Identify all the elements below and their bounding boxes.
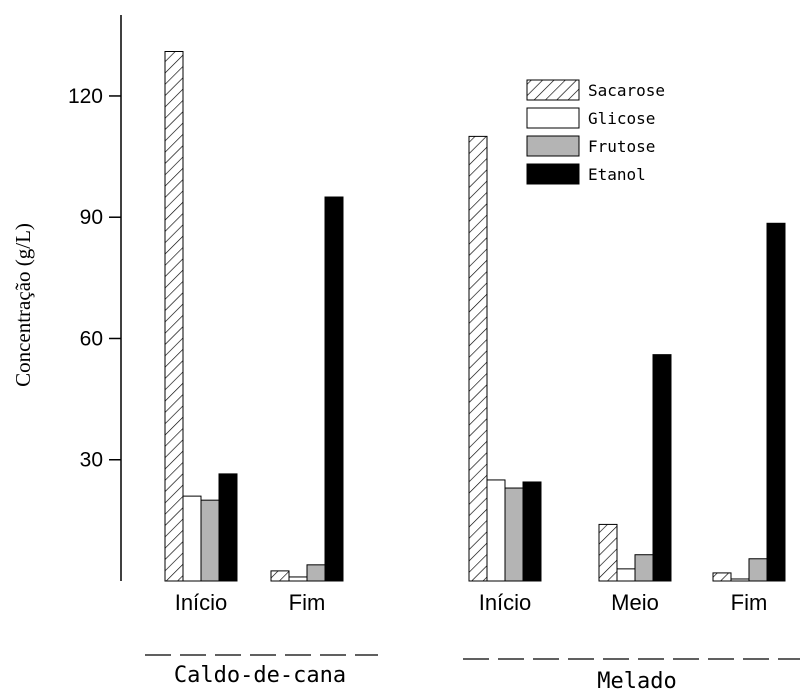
bar-etanol-3 [652,354,672,582]
group-label-0: Caldo-de-cana [174,663,346,688]
legend-swatch-sacarose [526,79,580,101]
bar-frutose-3 [634,554,654,582]
bar-sacarose-1 [270,570,290,582]
bar-etanol-4 [766,222,786,582]
category-label-2: Início [479,590,532,615]
bar-etanol-1 [324,196,344,582]
legend-swatch-frutose [526,135,580,157]
legend-swatch-etanol [526,163,580,185]
bar-glicose-2 [486,479,506,582]
legend-swatch-glicose [526,107,580,129]
y-axis-label: Concentração (g/L) [11,223,35,387]
legend: Sacarose Glicose Frutose Etanol [526,79,665,185]
bar-sacarose-3 [598,523,618,582]
bar-frutose-4 [748,558,768,582]
category-label-0: Início [175,590,228,615]
category-labels: Início Fim Início Meio Fim [175,590,768,615]
bar-frutose-2 [504,487,524,582]
bar-etanol-2 [522,481,542,582]
legend-label-frutose: Frutose [588,137,655,156]
group-labels: Caldo-de-cana Melado [145,654,800,694]
category-label-4: Fim [731,590,768,615]
bar-glicose-3 [616,568,636,582]
legend-label-etanol: Etanol [588,165,646,184]
bars [164,50,786,582]
bar-sacarose-0 [164,50,184,582]
category-label-3: Meio [611,590,659,615]
bar-etanol-0 [218,473,238,582]
bar-glicose-0 [182,495,202,582]
bar-sacarose-2 [468,135,488,582]
y-tick-label-1: 60 [80,327,103,350]
y-tick-label-2: 90 [80,206,103,229]
y-axis-ticks: 30 60 90 120 [68,85,121,472]
y-tick-label-0: 30 [80,449,103,472]
group-label-1: Melado [597,669,676,694]
category-label-1: Fim [289,590,326,615]
bar-frutose-1 [306,564,326,582]
y-tick-label-3: 120 [68,85,103,108]
bar-glicose-4 [730,578,750,582]
bar-glicose-1 [288,576,308,582]
bar-frutose-0 [200,499,220,582]
legend-label-sacarose: Sacarose [588,81,665,100]
bar-sacarose-4 [712,572,732,582]
legend-label-glicose: Glicose [588,109,655,128]
